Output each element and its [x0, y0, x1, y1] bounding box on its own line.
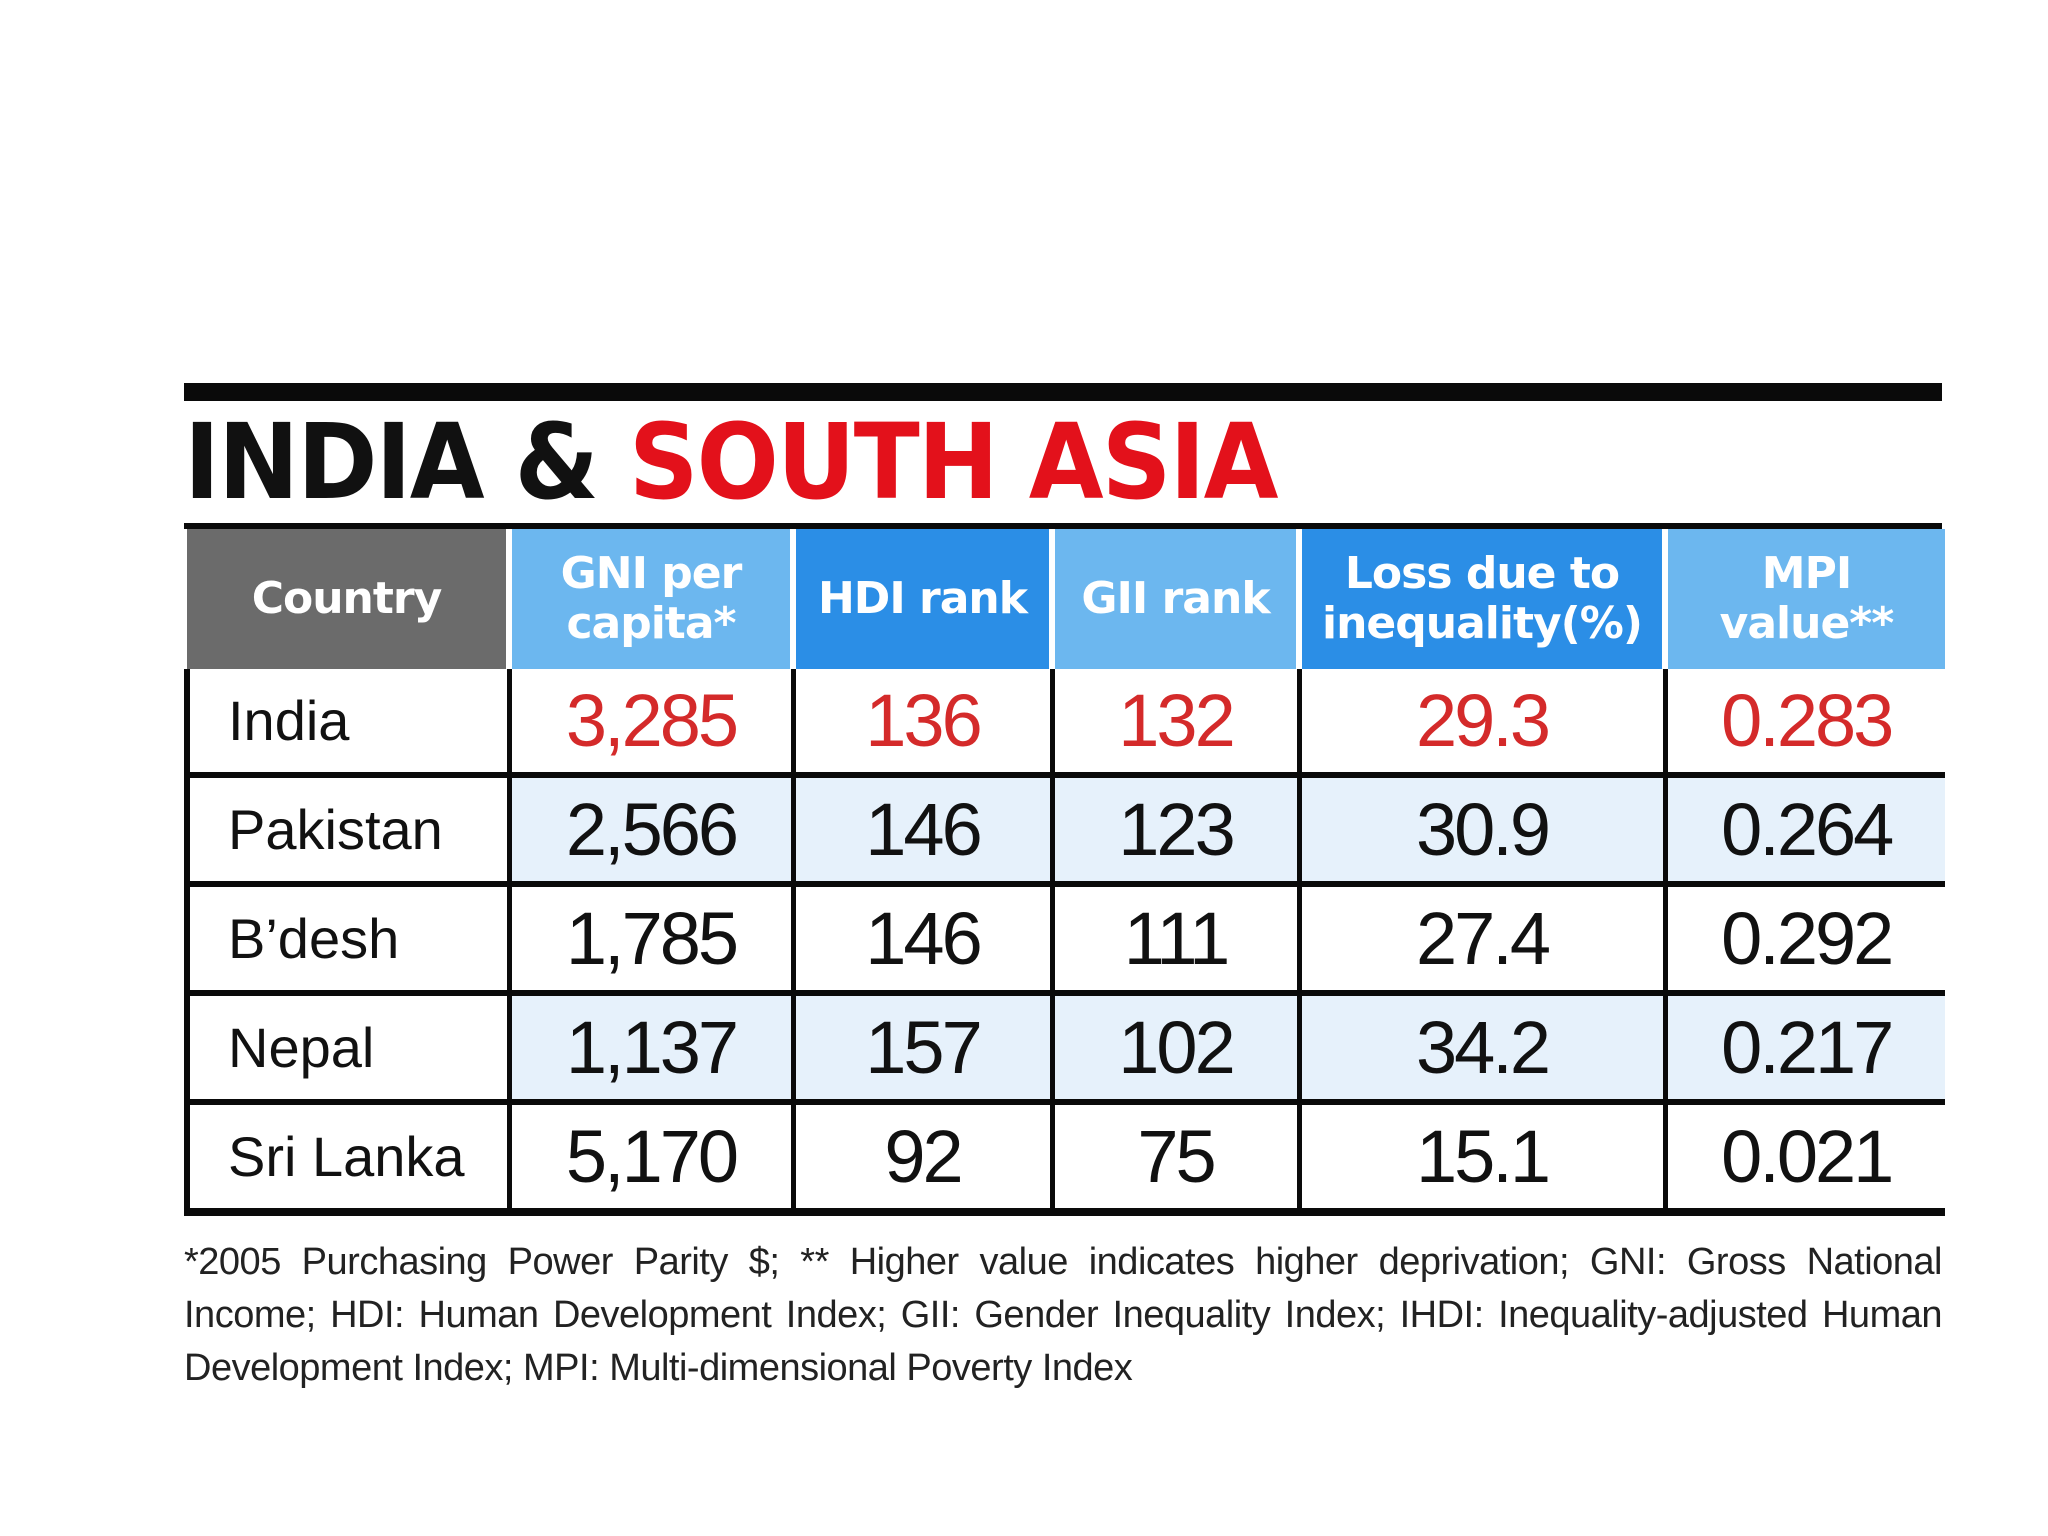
- cell-mpi: 0.217: [1665, 993, 1945, 1105]
- cell-country: Nepal: [184, 993, 512, 1105]
- cell-gni: 5,170: [509, 1102, 796, 1216]
- table-row: Nepal 1,137 157 102 34.2 0.217: [184, 993, 1945, 1105]
- header-loss: Loss due to inequality(%): [1299, 529, 1668, 669]
- header-mpi: MPI value**: [1665, 529, 1945, 669]
- table-body: India 3,285 136 132 29.3 0.283 Pakistan 2,566 14…: [184, 669, 1945, 1216]
- cell-gni: 3,285: [509, 669, 796, 778]
- cell-gii: 75: [1052, 1102, 1302, 1216]
- footnote: *2005 Purchasing Power Parity $; ** High…: [184, 1241, 1943, 1389]
- cell-gni: 2,566: [509, 775, 796, 887]
- cell-gii: 102: [1052, 993, 1302, 1105]
- cell-country: India: [184, 669, 512, 778]
- title-part-south-asia: SOUTH ASIA: [628, 401, 1279, 523]
- cell-loss: 34.2: [1299, 993, 1668, 1105]
- header-row: Country GNI per capita* HDI rank GII ran…: [187, 529, 1945, 669]
- top-rule: [184, 383, 1942, 401]
- header-gni: GNI per capita*: [509, 529, 796, 669]
- cell-gii: 123: [1052, 775, 1302, 887]
- data-table: Country GNI per capita* HDI rank GII ran…: [184, 529, 1945, 1216]
- cell-hdi: 136: [793, 669, 1055, 778]
- header-country: Country: [187, 529, 512, 669]
- table-row: Pakistan 2,566 146 123 30.9 0.264: [184, 775, 1945, 887]
- table-row: Sri Lanka 5,170 92 75 15.1 0.021: [184, 1102, 1945, 1216]
- table-row: B’desh 1,785 146 111 27.4 0.292: [184, 884, 1945, 996]
- cell-mpi: 0.021: [1665, 1102, 1945, 1216]
- infographic: INDIA & SOUTH ASIA Country GNI per capit…: [184, 383, 1945, 1395]
- cell-loss: 30.9: [1299, 775, 1668, 887]
- cell-hdi: 146: [793, 775, 1055, 887]
- table-row: India 3,285 136 132 29.3 0.283: [184, 669, 1945, 778]
- cell-gni: 1,785: [509, 884, 796, 996]
- cell-gii: 132: [1052, 669, 1302, 778]
- cell-country: Sri Lanka: [184, 1102, 512, 1216]
- cell-mpi: 0.283: [1665, 669, 1945, 778]
- cell-hdi: 146: [793, 884, 1055, 996]
- cell-gii: 111: [1052, 884, 1302, 996]
- header-gii: GII rank: [1052, 529, 1302, 669]
- cell-country: Pakistan: [184, 775, 512, 887]
- cell-mpi: 0.264: [1665, 775, 1945, 887]
- cell-loss: 15.1: [1299, 1102, 1668, 1216]
- cell-mpi: 0.292: [1665, 884, 1945, 996]
- cell-hdi: 157: [793, 993, 1055, 1105]
- cell-gni: 1,137: [509, 993, 796, 1105]
- title-rule: [184, 523, 1942, 529]
- header-hdi: HDI rank: [793, 529, 1055, 669]
- cell-hdi: 92: [793, 1102, 1055, 1216]
- chart-title: INDIA & SOUTH ASIA: [184, 410, 1819, 514]
- cell-loss: 29.3: [1299, 669, 1668, 778]
- cell-country: B’desh: [184, 884, 512, 996]
- title-part-india: INDIA &: [184, 401, 629, 523]
- cell-loss: 27.4: [1299, 884, 1668, 996]
